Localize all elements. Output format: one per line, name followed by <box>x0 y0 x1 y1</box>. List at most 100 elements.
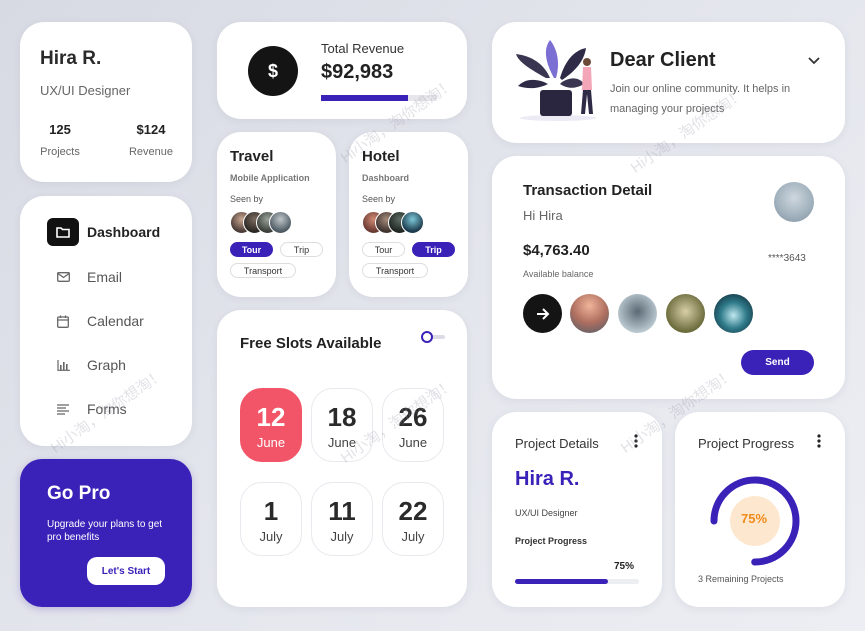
project-details-card: Project Details Hira R. UX/UI Designer P… <box>492 412 662 607</box>
transaction-greeting: Hi Hira <box>523 208 563 223</box>
dear-client-description: Join our online community. It helps in m… <box>610 83 791 115</box>
folder-icon <box>47 218 79 246</box>
tag-transport[interactable]: Transport <box>230 263 296 278</box>
sidebar-item-forms[interactable]: Forms <box>47 395 127 423</box>
slot-month: June <box>398 435 428 450</box>
contact-avatar[interactable] <box>618 294 657 333</box>
revenue-label: Revenue <box>128 146 174 158</box>
free-slots-card: Free Slots Available 12 June 18 June 26 … <box>217 310 467 607</box>
arrow-right-icon[interactable] <box>523 294 562 333</box>
slot-month: July <box>259 529 283 544</box>
slot-month: July <box>401 529 425 544</box>
hotel-card[interactable]: Hotel Dashboard Seen by Tour Trip Transp… <box>349 132 468 297</box>
slot-day[interactable]: 22 July <box>382 482 444 556</box>
free-slots-title: Free Slots Available <box>240 335 382 352</box>
sidebar-item-graph[interactable]: Graph <box>47 351 126 379</box>
plant-illustration <box>516 40 596 121</box>
sidebar-item-label: Forms <box>87 401 127 417</box>
profile-name: Hira R. <box>40 48 102 69</box>
avatar <box>401 211 424 234</box>
seen-by-avatars <box>230 211 292 234</box>
contact-avatar[interactable] <box>666 294 705 333</box>
project-progress-title: Project Progress <box>698 436 795 451</box>
slot-date: 12 <box>256 402 286 432</box>
sidebar-nav: Dashboard Email Calendar Graph Forms <box>20 196 192 446</box>
projects-stat: 125 Projects <box>40 122 80 158</box>
toggle-track <box>425 335 445 339</box>
sidebar-item-label: Calendar <box>87 313 144 329</box>
sidebar-item-label: Graph <box>87 357 126 373</box>
sidebar-item-label: Email <box>87 269 123 285</box>
travel-card[interactable]: Travel Mobile Application Seen by Tour T… <box>217 132 336 297</box>
tag-trip[interactable]: Trip <box>412 242 455 257</box>
revenue-progress-bar <box>321 95 437 101</box>
sidebar-item-label: Dashboard <box>87 224 161 240</box>
project-details-title: Project Details <box>515 436 599 451</box>
project-owner-name: Hira R. <box>515 468 580 490</box>
dollar-icon: $ <box>248 46 298 96</box>
slot-day[interactable]: 1 July <box>240 482 302 556</box>
go-pro-title: Go Pro <box>47 483 111 504</box>
slot-date: 18 <box>327 402 357 432</box>
project-progress-card: Project Progress 75% 3 Remaining Project… <box>675 412 845 607</box>
calendar-icon <box>47 307 79 335</box>
slot-month: July <box>330 529 354 544</box>
projects-label: Projects <box>40 146 80 158</box>
slots-toggle[interactable] <box>421 331 445 343</box>
balance-label: Available balance <box>523 269 594 279</box>
sidebar-item-email[interactable]: Email <box>47 263 122 291</box>
mail-icon <box>47 263 79 291</box>
profile-card: Hira R. UX/UI Designer 125 Projects $124… <box>20 22 192 182</box>
travel-subtitle: Mobile Application <box>230 173 310 183</box>
project-progress-percent: 75% <box>614 561 635 572</box>
revenue-stat: $124 Revenue <box>127 122 175 158</box>
revenue-value: $92,983 <box>321 61 394 83</box>
seen-by-avatars <box>362 211 424 234</box>
slot-day[interactable]: 18 June <box>311 388 373 462</box>
seen-by-label: Seen by <box>362 194 396 204</box>
more-vertical-icon[interactable] <box>817 434 821 448</box>
contact-avatar[interactable] <box>714 294 753 333</box>
progress-ring <box>710 476 800 566</box>
transaction-title: Transaction Detail <box>523 182 653 199</box>
progress-ring-percent: 75% <box>740 511 768 526</box>
more-vertical-icon[interactable] <box>634 434 638 448</box>
chevron-down-icon[interactable] <box>808 52 820 70</box>
go-pro-card: Go Pro Upgrade your plans to get pro ben… <box>20 459 192 607</box>
project-progress-label: Project Progress <box>515 536 588 546</box>
slot-date: 22 <box>398 496 428 526</box>
send-button[interactable]: Send <box>741 350 814 375</box>
lets-start-button[interactable]: Let's Start <box>87 557 165 585</box>
seen-by-label: Seen by <box>230 194 264 204</box>
slot-month: June <box>327 435 357 450</box>
tag-transport[interactable]: Transport <box>362 263 428 278</box>
slot-date: 11 <box>328 496 356 526</box>
hotel-title: Hotel <box>362 148 400 165</box>
slot-day[interactable]: 12 June <box>240 388 302 462</box>
contact-avatar[interactable] <box>570 294 609 333</box>
toggle-knob <box>421 331 433 343</box>
revenue-progress-fill <box>321 95 408 101</box>
dear-client-card: Dear Client Join our online community. I… <box>492 22 845 143</box>
project-progress-bar <box>515 579 639 584</box>
tag-trip[interactable]: Trip <box>280 242 323 257</box>
slot-date: 26 <box>398 402 428 432</box>
sidebar-item-calendar[interactable]: Calendar <box>47 307 144 335</box>
slot-day[interactable]: 26 June <box>382 388 444 462</box>
slot-day[interactable]: 11 July <box>311 482 373 556</box>
bar-chart-icon <box>47 351 79 379</box>
slot-date: 1 <box>263 496 279 526</box>
tag-tour[interactable]: Tour <box>362 242 405 257</box>
travel-title: Travel <box>230 148 274 165</box>
avatar[interactable] <box>774 182 814 222</box>
revenue-label: Total Revenue <box>321 41 405 56</box>
dear-client-title: Dear Client <box>610 49 716 71</box>
sidebar-item-dashboard[interactable]: Dashboard <box>47 218 160 246</box>
remaining-projects: 3 Remaining Projects <box>698 574 784 584</box>
total-revenue-card: $ Total Revenue $92,983 <box>217 22 467 119</box>
card-number: ****3643 <box>768 253 806 264</box>
tag-tour[interactable]: Tour <box>230 242 273 257</box>
transaction-detail-card: Transaction Detail Hi Hira $4,763.40 Ava… <box>492 156 845 399</box>
project-owner-role: UX/UI Designer <box>515 508 578 518</box>
revenue-count: $124 <box>136 122 166 137</box>
